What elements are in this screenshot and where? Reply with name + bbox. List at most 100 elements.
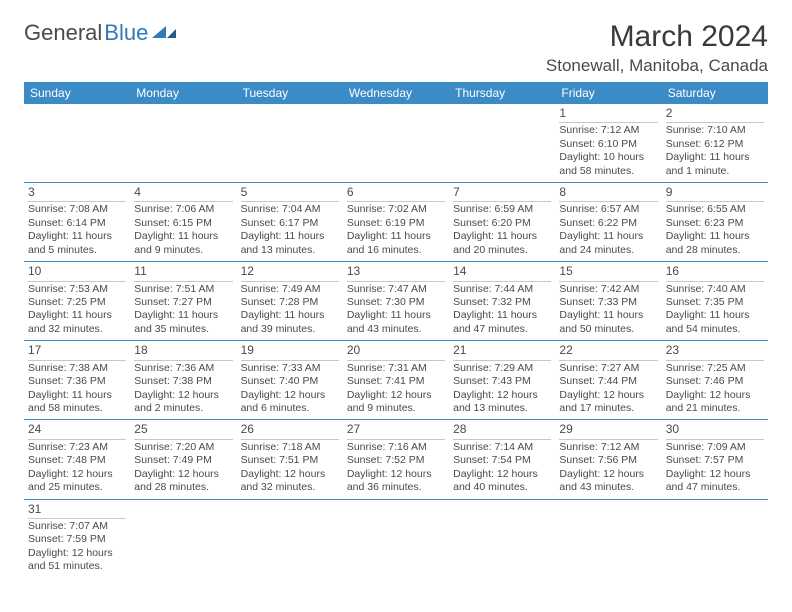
day-number: 6 (347, 185, 445, 202)
calendar-day: 9Sunrise: 6:55 AMSunset: 6:23 PMDaylight… (662, 183, 768, 262)
sunrise-text: Sunrise: 7:04 AM (241, 203, 339, 216)
day-number: 20 (347, 343, 445, 360)
calendar-empty (237, 104, 343, 183)
sunrise-text: Sunrise: 6:59 AM (453, 203, 551, 216)
calendar-day: 8Sunrise: 6:57 AMSunset: 6:22 PMDaylight… (555, 183, 661, 262)
day-number: 4 (134, 185, 232, 202)
sunset-text: Sunset: 7:27 PM (134, 296, 232, 309)
day-number: 24 (28, 422, 126, 439)
calendar-day: 10Sunrise: 7:53 AMSunset: 7:25 PMDayligh… (24, 262, 130, 341)
sunset-text: Sunset: 7:54 PM (453, 454, 551, 467)
daylight-text: Daylight: 11 hours and 16 minutes. (347, 230, 445, 257)
calendar-day: 29Sunrise: 7:12 AMSunset: 7:56 PMDayligh… (555, 420, 661, 499)
sunrise-text: Sunrise: 7:47 AM (347, 283, 445, 296)
logo: GeneralBlue (24, 20, 178, 46)
sunset-text: Sunset: 6:15 PM (134, 217, 232, 230)
day-number: 27 (347, 422, 445, 439)
column-header: Wednesday (343, 82, 449, 104)
daylight-text: Daylight: 12 hours and 51 minutes. (28, 547, 126, 574)
sunset-text: Sunset: 7:40 PM (241, 375, 339, 388)
logo-word1: General (24, 20, 102, 46)
calendar-day: 31Sunrise: 7:07 AMSunset: 7:59 PMDayligh… (24, 499, 130, 578)
calendar-day: 3Sunrise: 7:08 AMSunset: 6:14 PMDaylight… (24, 183, 130, 262)
calendar-empty (24, 104, 130, 183)
sunrise-text: Sunrise: 7:40 AM (666, 283, 764, 296)
day-number: 26 (241, 422, 339, 439)
sunrise-text: Sunrise: 7:08 AM (28, 203, 126, 216)
daylight-text: Daylight: 11 hours and 54 minutes. (666, 309, 764, 336)
daylight-text: Daylight: 12 hours and 28 minutes. (134, 468, 232, 495)
sunrise-text: Sunrise: 7:07 AM (28, 520, 126, 533)
sunset-text: Sunset: 7:48 PM (28, 454, 126, 467)
calendar-empty (130, 104, 236, 183)
sunrise-text: Sunrise: 7:16 AM (347, 441, 445, 454)
day-number: 21 (453, 343, 551, 360)
sunset-text: Sunset: 7:51 PM (241, 454, 339, 467)
calendar-day: 5Sunrise: 7:04 AMSunset: 6:17 PMDaylight… (237, 183, 343, 262)
sunrise-text: Sunrise: 7:20 AM (134, 441, 232, 454)
calendar-day: 4Sunrise: 7:06 AMSunset: 6:15 PMDaylight… (130, 183, 236, 262)
calendar-day: 28Sunrise: 7:14 AMSunset: 7:54 PMDayligh… (449, 420, 555, 499)
daylight-text: Daylight: 12 hours and 9 minutes. (347, 389, 445, 416)
calendar-week: 3Sunrise: 7:08 AMSunset: 6:14 PMDaylight… (24, 183, 768, 262)
column-header: Thursday (449, 82, 555, 104)
day-number: 10 (28, 264, 126, 281)
sunset-text: Sunset: 7:46 PM (666, 375, 764, 388)
calendar-body: 1Sunrise: 7:12 AMSunset: 6:10 PMDaylight… (24, 104, 768, 578)
day-number: 17 (28, 343, 126, 360)
sunrise-text: Sunrise: 6:55 AM (666, 203, 764, 216)
page: GeneralBlue March 2024 Stonewall, Manito… (0, 0, 792, 598)
calendar-empty (449, 499, 555, 578)
calendar-week: 31Sunrise: 7:07 AMSunset: 7:59 PMDayligh… (24, 499, 768, 578)
calendar-day: 13Sunrise: 7:47 AMSunset: 7:30 PMDayligh… (343, 262, 449, 341)
calendar-day: 21Sunrise: 7:29 AMSunset: 7:43 PMDayligh… (449, 341, 555, 420)
sunset-text: Sunset: 7:28 PM (241, 296, 339, 309)
calendar-day: 12Sunrise: 7:49 AMSunset: 7:28 PMDayligh… (237, 262, 343, 341)
day-number: 12 (241, 264, 339, 281)
day-number: 30 (666, 422, 764, 439)
sunrise-text: Sunrise: 7:29 AM (453, 362, 551, 375)
daylight-text: Daylight: 12 hours and 43 minutes. (559, 468, 657, 495)
sunset-text: Sunset: 7:59 PM (28, 533, 126, 546)
calendar-week: 1Sunrise: 7:12 AMSunset: 6:10 PMDaylight… (24, 104, 768, 183)
calendar-empty (130, 499, 236, 578)
calendar-empty (237, 499, 343, 578)
day-number: 11 (134, 264, 232, 281)
sunset-text: Sunset: 7:30 PM (347, 296, 445, 309)
day-number: 14 (453, 264, 551, 281)
calendar-day: 26Sunrise: 7:18 AMSunset: 7:51 PMDayligh… (237, 420, 343, 499)
flag-icon (152, 24, 178, 42)
sunset-text: Sunset: 7:38 PM (134, 375, 232, 388)
title-block: March 2024 Stonewall, Manitoba, Canada (546, 20, 768, 76)
column-header: Monday (130, 82, 236, 104)
column-header: Sunday (24, 82, 130, 104)
daylight-text: Daylight: 12 hours and 47 minutes. (666, 468, 764, 495)
day-number: 9 (666, 185, 764, 202)
sunset-text: Sunset: 7:35 PM (666, 296, 764, 309)
calendar-day: 20Sunrise: 7:31 AMSunset: 7:41 PMDayligh… (343, 341, 449, 420)
day-number: 25 (134, 422, 232, 439)
calendar-empty (662, 499, 768, 578)
day-number: 2 (666, 106, 764, 123)
day-number: 28 (453, 422, 551, 439)
day-number: 5 (241, 185, 339, 202)
daylight-text: Daylight: 12 hours and 40 minutes. (453, 468, 551, 495)
sunset-text: Sunset: 6:17 PM (241, 217, 339, 230)
sunset-text: Sunset: 7:44 PM (559, 375, 657, 388)
calendar-week: 17Sunrise: 7:38 AMSunset: 7:36 PMDayligh… (24, 341, 768, 420)
calendar-day: 30Sunrise: 7:09 AMSunset: 7:57 PMDayligh… (662, 420, 768, 499)
sunrise-text: Sunrise: 7:49 AM (241, 283, 339, 296)
daylight-text: Daylight: 11 hours and 50 minutes. (559, 309, 657, 336)
sunset-text: Sunset: 6:14 PM (28, 217, 126, 230)
calendar-day: 15Sunrise: 7:42 AMSunset: 7:33 PMDayligh… (555, 262, 661, 341)
calendar-day: 2Sunrise: 7:10 AMSunset: 6:12 PMDaylight… (662, 104, 768, 183)
daylight-text: Daylight: 11 hours and 9 minutes. (134, 230, 232, 257)
calendar-day: 22Sunrise: 7:27 AMSunset: 7:44 PMDayligh… (555, 341, 661, 420)
calendar-day: 16Sunrise: 7:40 AMSunset: 7:35 PMDayligh… (662, 262, 768, 341)
sunrise-text: Sunrise: 7:06 AM (134, 203, 232, 216)
sunrise-text: Sunrise: 7:36 AM (134, 362, 232, 375)
daylight-text: Daylight: 12 hours and 32 minutes. (241, 468, 339, 495)
sunset-text: Sunset: 7:57 PM (666, 454, 764, 467)
daylight-text: Daylight: 12 hours and 2 minutes. (134, 389, 232, 416)
sunset-text: Sunset: 7:25 PM (28, 296, 126, 309)
